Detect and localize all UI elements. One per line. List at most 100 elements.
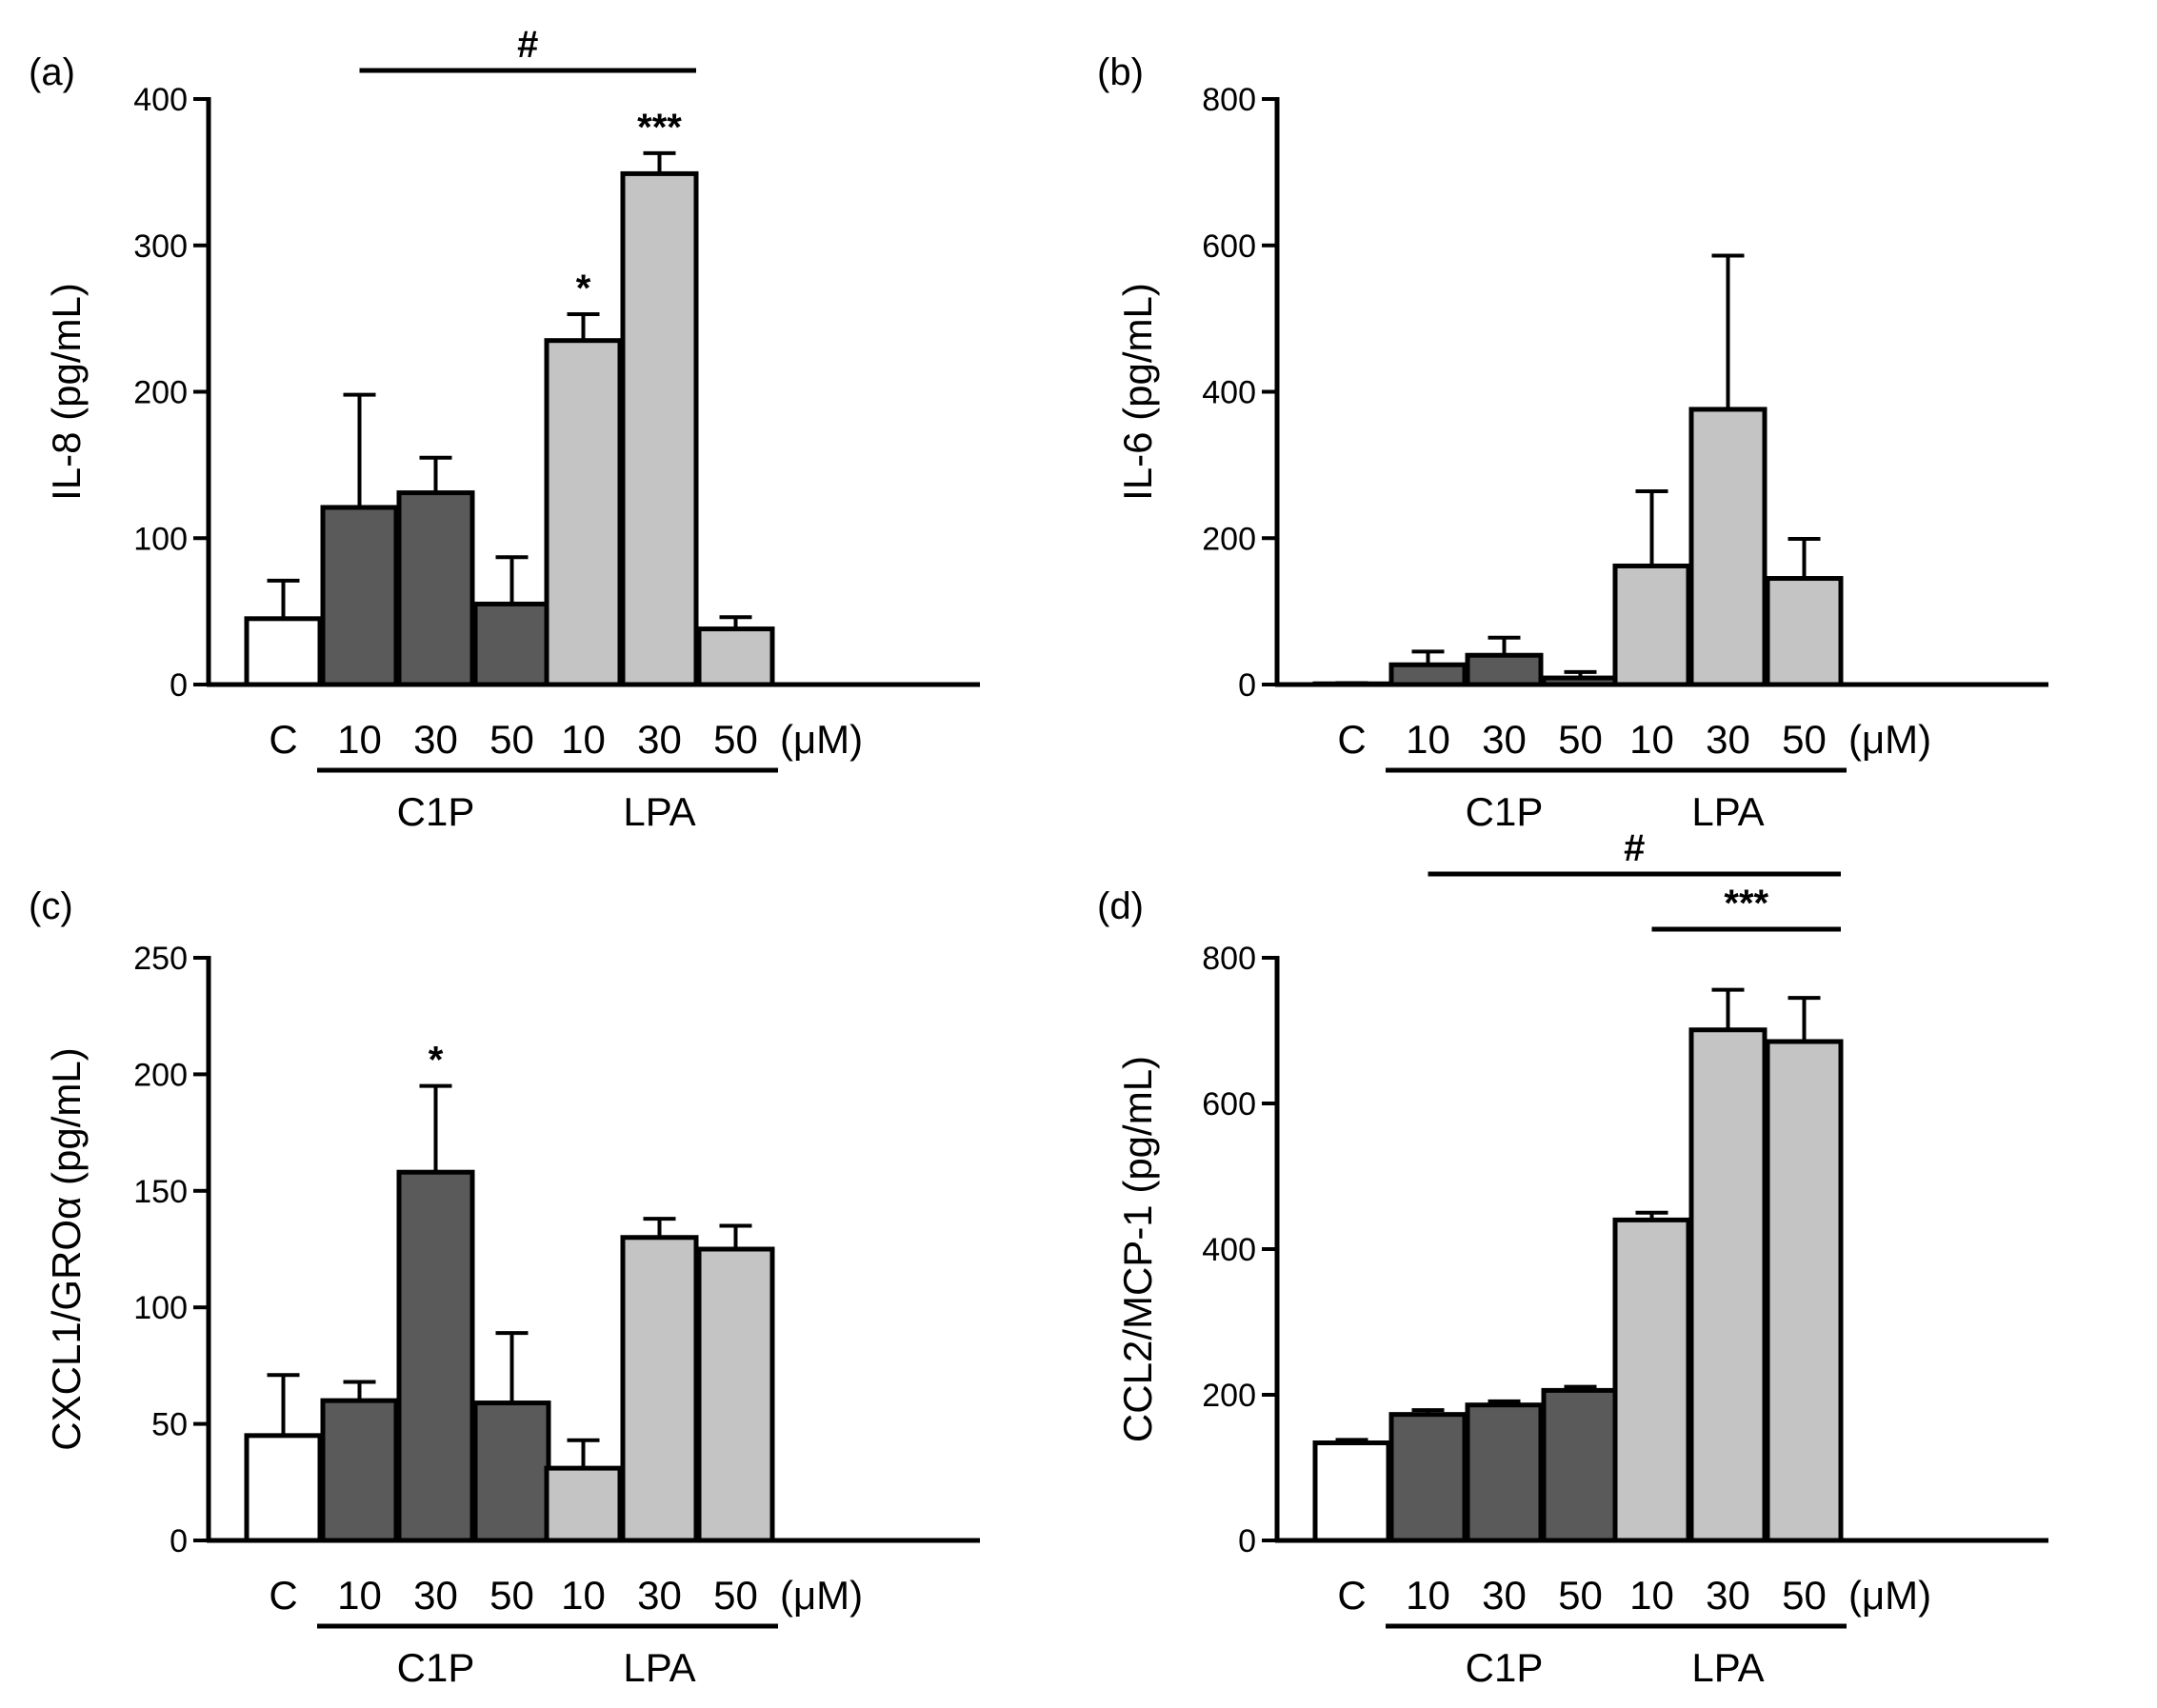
significance-star: * <box>429 1040 444 1082</box>
bar-c1p <box>472 601 551 687</box>
bar-control <box>1312 1440 1391 1543</box>
bar-c1p <box>1465 652 1544 687</box>
y-tick-label: 200 <box>1202 521 1256 557</box>
y-tick-label: 0 <box>170 667 188 704</box>
significance-label: *** <box>1724 883 1768 924</box>
x-tick-label: 10 <box>337 717 382 762</box>
x-tick-label: 30 <box>1482 1573 1527 1618</box>
y-tick-label: 200 <box>1202 1378 1256 1414</box>
group-label-c1p: C1P <box>1466 1645 1544 1690</box>
x-tick-label: 50 <box>489 717 534 762</box>
bar-lpa <box>1765 576 1844 687</box>
panel-label: (a) <box>29 51 75 93</box>
y-axis-label: CCL2/MCP-1 (pg/mL) <box>1115 1056 1160 1442</box>
y-tick-label: 100 <box>133 521 188 557</box>
bar-lpa <box>620 170 699 687</box>
significance-star: * <box>576 268 591 309</box>
group-label-c1p: C1P <box>397 789 475 834</box>
bar-control <box>244 616 323 687</box>
y-tick-label: 50 <box>151 1407 188 1443</box>
x-tick-label: 50 <box>713 1573 758 1618</box>
y-axis-label: IL-8 (pg/mL) <box>44 283 89 501</box>
x-tick-label: C <box>269 1573 297 1618</box>
bar-c1p <box>1541 675 1620 687</box>
y-tick-label: 400 <box>1202 375 1256 411</box>
bar-control <box>244 1433 323 1543</box>
y-tick-label: 150 <box>133 1174 188 1210</box>
x-tick-label: 50 <box>489 1573 534 1618</box>
x-tick-label: 30 <box>637 1573 682 1618</box>
bar-lpa <box>544 1465 623 1543</box>
group-label-lpa: LPA <box>1691 789 1764 834</box>
chart-panel-3: (c) CXCL1/GROα (pg/mL) 0 50 100 150 200 250 C 10 *… <box>29 885 980 1690</box>
group-label-c1p: C1P <box>397 1645 475 1690</box>
x-tick-label: 50 <box>1558 717 1603 762</box>
panel-label: (c) <box>29 885 73 927</box>
x-tick-label: 50 <box>713 717 758 762</box>
y-tick-label: 0 <box>170 1523 188 1559</box>
x-tick-label: 10 <box>1629 717 1674 762</box>
x-tick-label: 10 <box>1629 1573 1674 1618</box>
group-label-lpa: LPA <box>1691 1645 1764 1690</box>
y-tick-label: 0 <box>1238 1523 1256 1559</box>
bar-c1p <box>472 1400 551 1543</box>
panel-label: (d) <box>1097 885 1144 927</box>
x-tick-label: C <box>1337 1573 1366 1618</box>
bar-lpa <box>696 1246 775 1543</box>
bar-c1p <box>1388 1412 1468 1543</box>
x-tick-label: 10 <box>1406 717 1450 762</box>
significance-label: # <box>517 24 538 66</box>
x-tick-label: 50 <box>1558 1573 1603 1618</box>
x-tick-label: C <box>269 717 297 762</box>
group-label-lpa: LPA <box>623 1645 695 1690</box>
chart-panel-2: (b) IL-6 (pg/mL) 0 200 400 600 800 C 10 30 50 10 30 5… <box>1097 51 2048 834</box>
x-tick-label: C <box>1337 717 1366 762</box>
bar-c1p <box>396 490 475 687</box>
y-tick-label: 800 <box>1202 82 1256 118</box>
y-tick-label: 250 <box>133 941 188 977</box>
y-tick-label: 0 <box>1238 667 1256 704</box>
bar-lpa <box>696 626 775 687</box>
y-tick-label: 200 <box>133 375 188 411</box>
bar-lpa <box>620 1235 699 1543</box>
bar-c1p <box>1541 1387 1620 1543</box>
bar-c1p <box>1465 1402 1544 1543</box>
y-tick-label: 400 <box>133 82 188 118</box>
x-tick-label: 30 <box>413 1573 458 1618</box>
bar-c1p <box>396 1169 475 1543</box>
x-tick-label: 30 <box>1706 717 1750 762</box>
y-tick-label: 200 <box>133 1057 188 1093</box>
unit-label: (μM) <box>1848 717 1931 762</box>
bar-lpa <box>1765 1039 1844 1543</box>
y-axis-label: IL-6 (pg/mL) <box>1115 283 1160 501</box>
group-label-c1p: C1P <box>1466 789 1544 834</box>
unit-label: (μM) <box>780 1573 863 1618</box>
x-tick-label: 10 <box>561 717 606 762</box>
bar-c1p <box>320 505 399 687</box>
x-tick-label: 10 <box>337 1573 382 1618</box>
x-tick-label: 30 <box>637 717 682 762</box>
bar-lpa <box>1688 1027 1768 1543</box>
y-tick-label: 100 <box>133 1290 188 1326</box>
bar-control <box>1312 681 1391 687</box>
bar-lpa <box>1612 1217 1691 1543</box>
y-axis-label: CXCL1/GROα (pg/mL) <box>44 1047 89 1450</box>
bar-c1p <box>320 1398 399 1543</box>
x-tick-label: 30 <box>1706 1573 1750 1618</box>
y-tick-label: 800 <box>1202 941 1256 977</box>
x-tick-label: 30 <box>413 717 458 762</box>
chart-panel-1: (a) IL-8 (pg/mL) 0 100 200 300 400 C 10 30 50 * 10 **… <box>29 24 980 834</box>
x-tick-label: 50 <box>1782 1573 1827 1618</box>
y-tick-label: 600 <box>1202 228 1256 265</box>
bar-c1p <box>1388 662 1468 687</box>
y-tick-label: 400 <box>1202 1232 1256 1268</box>
chart-panel-4: (d) CCL2/MCP-1 (pg/mL) 0 200 400 600 800 C 10 30 5… <box>1097 827 2048 1690</box>
significance-star: *** <box>637 107 682 149</box>
significance-label: # <box>1624 827 1645 869</box>
unit-label: (μM) <box>1848 1573 1931 1618</box>
x-tick-label: 30 <box>1482 717 1527 762</box>
y-tick-label: 600 <box>1202 1086 1256 1122</box>
bar-lpa <box>544 338 623 687</box>
group-label-lpa: LPA <box>623 789 695 834</box>
